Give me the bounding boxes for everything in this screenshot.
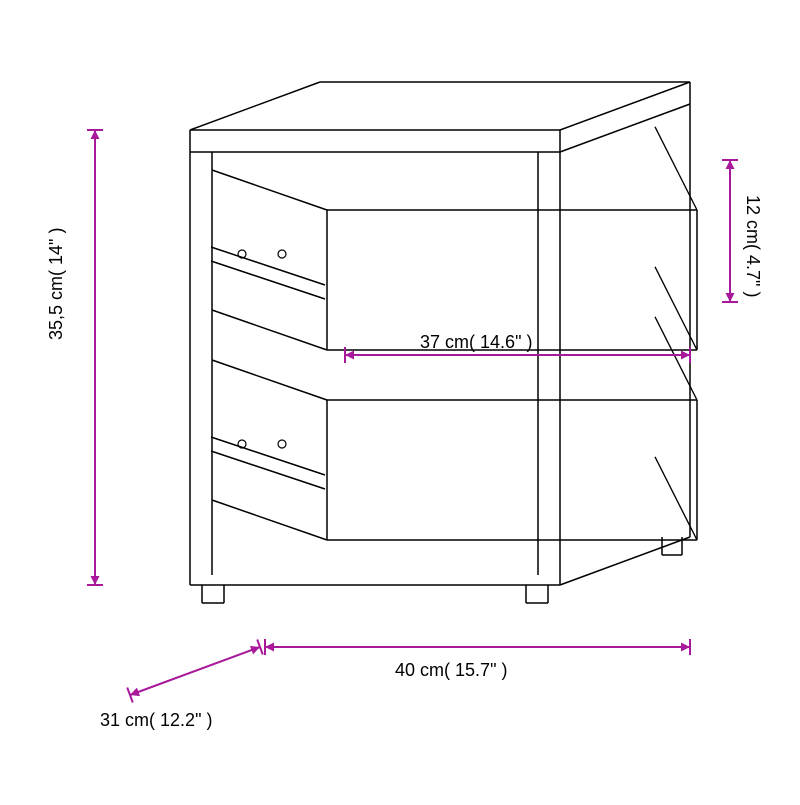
label-width: 40 cm( 15.7" ) bbox=[395, 660, 507, 681]
diagram-stage: 35,5 cm( 14" ) 12 cm( 4.7" ) 37 cm( 14.6… bbox=[0, 0, 800, 800]
label-depth: 31 cm( 12.2" ) bbox=[100, 710, 212, 731]
label-height: 35,5 cm( 14" ) bbox=[46, 228, 67, 340]
label-inner-width: 37 cm( 14.6" ) bbox=[420, 332, 532, 353]
label-drawer-height: 12 cm( 4.7" ) bbox=[742, 195, 763, 297]
